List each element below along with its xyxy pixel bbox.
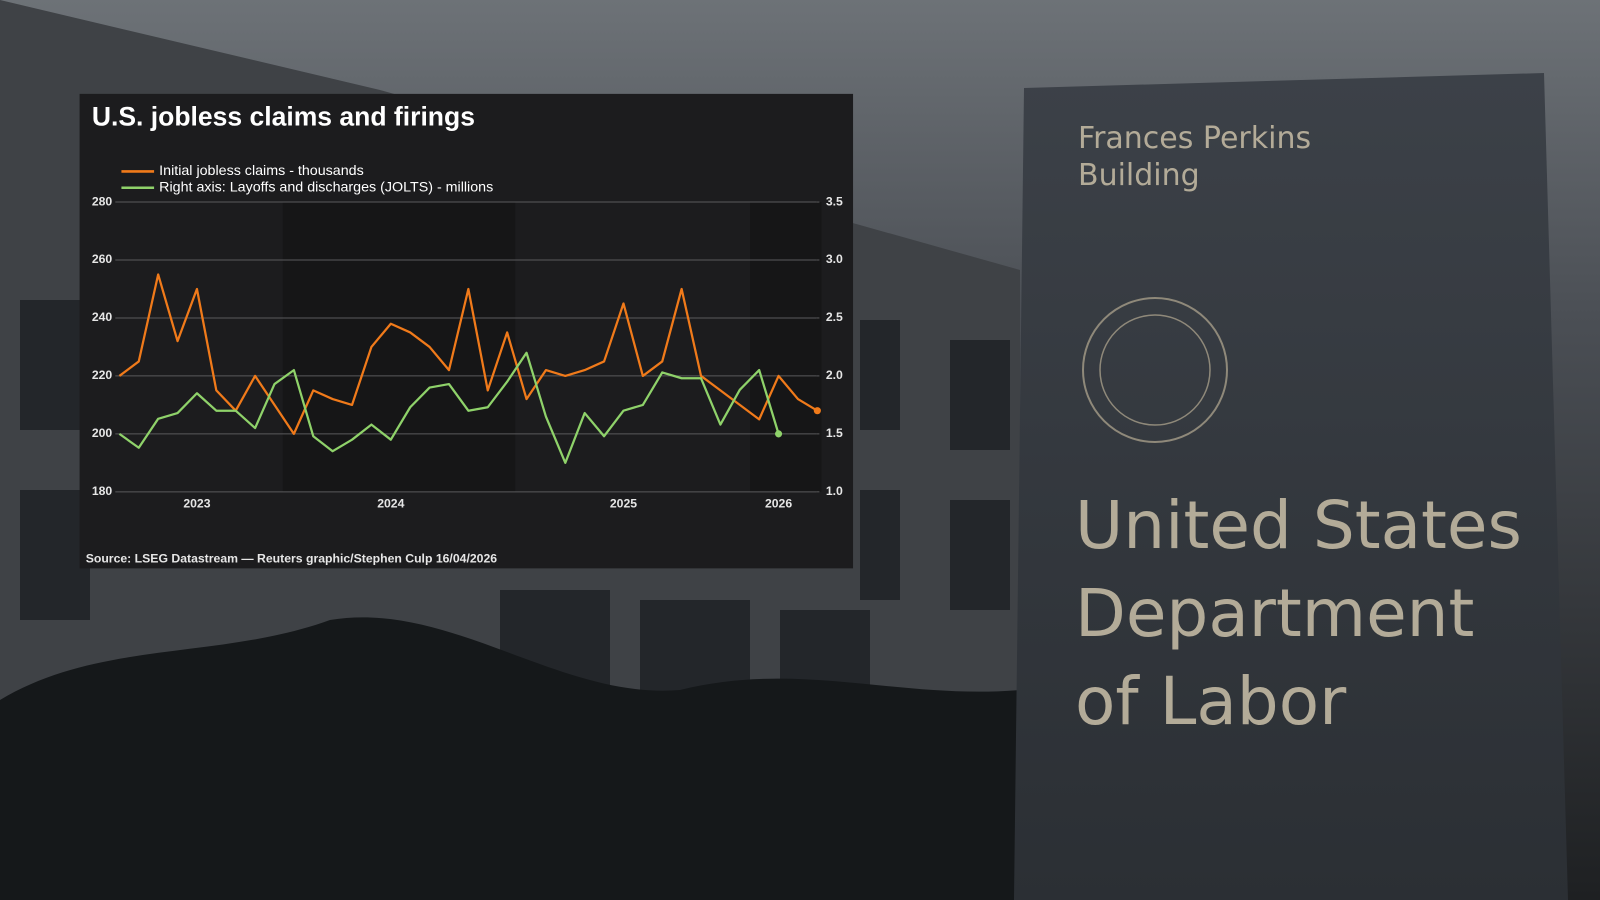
seal-inner [1099,314,1211,426]
y2-tick-label: 2.0 [826,368,843,382]
y2-tick-label: 2.5 [826,310,843,324]
y-tick-label: 200 [92,426,113,440]
series-line [118,351,780,464]
sign-text: Department [1075,575,1474,652]
chart-title: U.S. jobless claims and firings [92,101,475,131]
sign [1014,73,1568,900]
y2-tick-label: 3.0 [826,252,843,266]
y-tick-label: 240 [92,310,113,324]
x-tick-label: 2023 [183,496,210,510]
trees [0,617,1020,900]
y-tick-label: 180 [92,484,113,498]
y-tick-label: 260 [92,252,113,266]
chart: U.S. jobless claims and firings Source: … [79,93,854,569]
x-tick-label: 2025 [610,496,637,510]
legend-label: Right axis: Layoffs and discharges (JOLT… [159,180,493,196]
end-dot [813,407,821,415]
seal [1082,297,1228,443]
source-note: Source: LSEG Datastream — Reuters graphi… [86,551,498,565]
year-band [749,202,822,492]
sign-text: United States [1075,487,1522,564]
y2-tick-label: 1.5 [826,426,843,440]
y-tick-label: 220 [92,368,113,382]
x-tick-label: 2024 [377,496,404,510]
x-tick-label: 2026 [765,496,792,510]
sign-text: of Labor [1075,663,1347,740]
legend-label: Initial jobless claims - thousands [159,163,364,179]
y-tick-label: 280 [92,194,113,208]
y2-tick-label: 3.5 [826,194,843,208]
end-dot [774,430,783,438]
sign-text: Building [1078,158,1200,193]
sign-text: Frances Perkins [1078,121,1311,156]
y2-tick-label: 1.0 [826,484,843,498]
